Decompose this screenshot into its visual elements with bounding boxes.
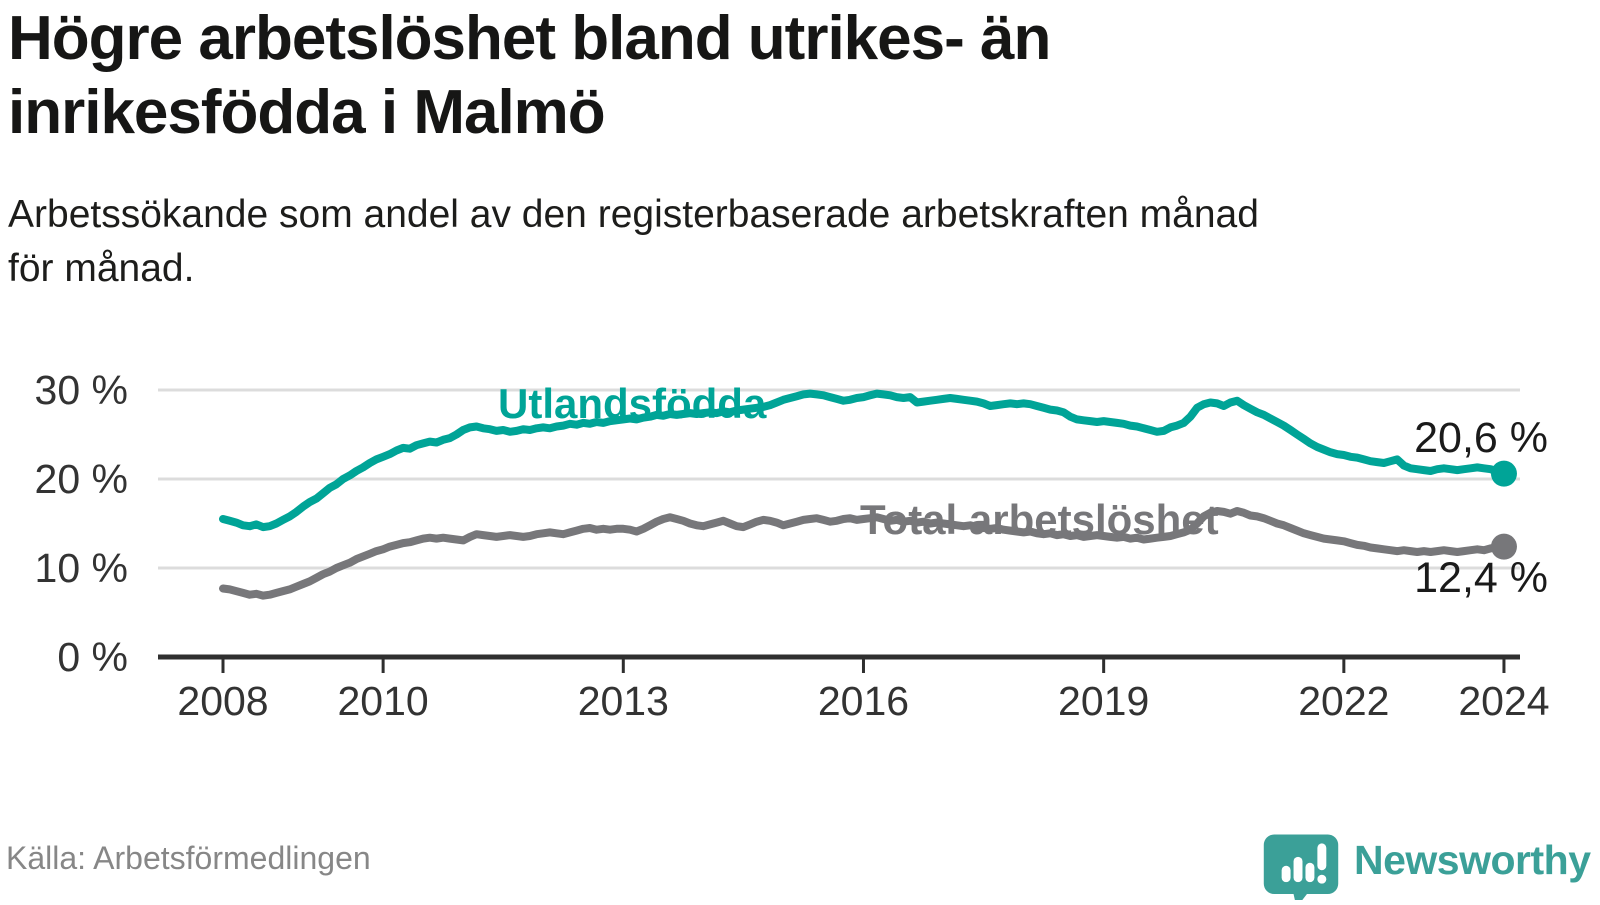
- line-foreign: [219, 389, 1508, 532]
- page-title: Högre arbetslöshet bland utrikes- än inr…: [8, 2, 1408, 151]
- y-tick-label: 10 %: [35, 545, 128, 591]
- x-tick-label-2016: 2016: [818, 678, 909, 724]
- x-tick-label-2019: 2019: [1058, 678, 1149, 724]
- x-tick-label-2010: 2010: [338, 678, 429, 724]
- x-tick-label-2008: 2008: [177, 678, 268, 724]
- y-tick-label: 0 %: [57, 634, 128, 680]
- x-axis: 2008 2010 2013 2016 2019 2022 2024: [158, 654, 1550, 724]
- x-tick-label-2013: 2013: [578, 678, 669, 724]
- page-subtitle-line1: Arbetssökande som andel av den registerb…: [8, 193, 1259, 236]
- newsworthy-logo: Newsworthy: [1262, 833, 1592, 905]
- end-dot-foreign: [1490, 460, 1517, 487]
- source-note: Källa: Arbetsförmedlingen: [6, 840, 371, 876]
- newsworthy-wordmark: Newsworthy: [1354, 837, 1591, 883]
- y-tick-label: 20 %: [35, 456, 128, 502]
- x-tick-label-2024: 2024: [1458, 678, 1549, 724]
- page-subtitle-line2: för månad.: [8, 246, 195, 290]
- y-tick-label: 30 %: [35, 367, 128, 413]
- line-total: [219, 507, 1508, 600]
- gridlines: 0 % 10 % 20 % 30 %: [35, 367, 1520, 680]
- series-label-foreign: Utlandsfödda: [498, 380, 767, 427]
- newsworthy-bubble-chart-icon: [1262, 833, 1340, 905]
- page-title-line2: inrikesfödda i Malmö: [8, 78, 606, 148]
- page-title-line1: Högre arbetslöshet bland utrikes- än: [8, 4, 1051, 73]
- x-tick-label-2022: 2022: [1298, 678, 1389, 724]
- end-value-total: 12,4 %: [1414, 554, 1548, 602]
- page-subtitle: Arbetssökande som andel av den registerb…: [8, 188, 1548, 296]
- series-label-total: Total arbetslöshet: [860, 496, 1219, 543]
- data-series: [219, 389, 1517, 600]
- end-dot-total: [1490, 533, 1517, 560]
- end-value-foreign: 20,6 %: [1414, 414, 1548, 462]
